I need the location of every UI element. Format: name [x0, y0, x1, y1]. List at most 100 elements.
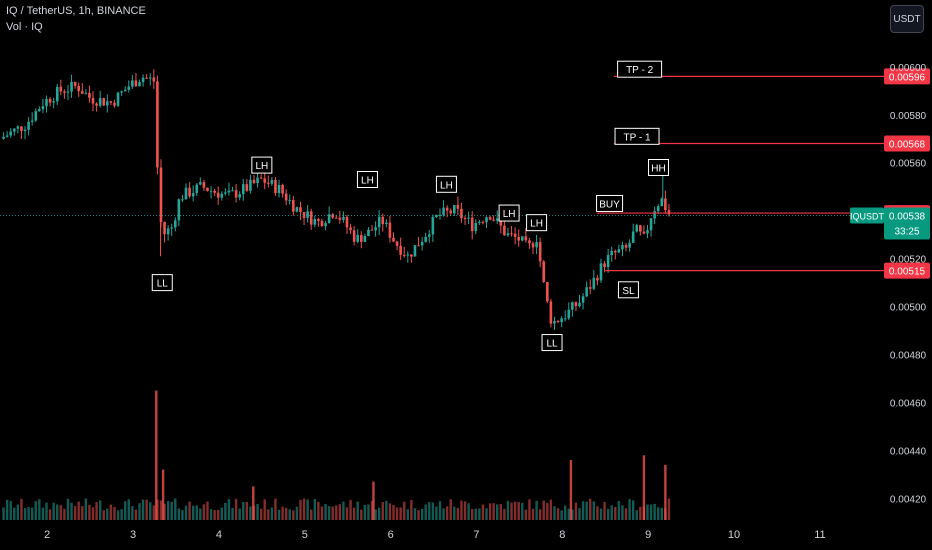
volume-bar [70, 502, 73, 520]
volume-bar [564, 505, 567, 520]
candle-body [95, 103, 98, 106]
countdown-label: 33:25 [894, 226, 919, 237]
candle-body [392, 237, 395, 242]
volume-bar [635, 510, 638, 520]
level-price-label: 0.00568 [889, 140, 926, 151]
volume-bar [631, 500, 635, 520]
candle-body [456, 204, 460, 209]
volume-bar [546, 502, 549, 520]
candle-body [34, 111, 38, 121]
volume-bar [213, 510, 216, 520]
candle-body [188, 187, 191, 197]
annotation-box: LH [498, 204, 520, 222]
candle-body [88, 92, 91, 98]
candle-body [363, 235, 367, 242]
volume-bar [413, 508, 417, 520]
candle-body [299, 207, 302, 213]
volume-bar [73, 506, 77, 520]
candle-body [163, 222, 166, 235]
annotation-frame [617, 60, 663, 78]
candle-body [535, 242, 538, 248]
candle-body [220, 193, 224, 198]
candle-body [73, 81, 77, 86]
volume-bar [302, 498, 306, 520]
volume-bar [109, 504, 113, 520]
annotation-frame [435, 175, 457, 193]
volume-bar [646, 504, 649, 520]
candle-body [109, 101, 113, 103]
volume-bar [360, 509, 363, 520]
volume-bar [660, 507, 663, 520]
volume-bar [624, 508, 628, 520]
volume-bar [614, 506, 617, 520]
candle-body [102, 98, 106, 106]
candle-body [596, 277, 599, 281]
candle-body [166, 228, 170, 235]
candle-body [624, 245, 628, 248]
price-levels: 0.005960.005680.005390.00515IQUSDT0.0053… [0, 68, 930, 279]
volume-bar [127, 499, 130, 520]
candle-body [520, 236, 524, 241]
candle-body [66, 91, 70, 93]
volume-bar [331, 506, 334, 520]
candle-body [13, 128, 16, 132]
candle-body [467, 217, 470, 219]
volume-bar [9, 501, 12, 520]
candle-body [23, 129, 27, 132]
candle-body [567, 309, 571, 319]
volume-bar [288, 509, 291, 520]
volume-bar [13, 507, 16, 520]
volume-bar [102, 510, 105, 520]
volume-bar [2, 507, 5, 520]
candle-body [581, 296, 585, 303]
candle-body [553, 321, 556, 324]
candle-body [238, 194, 241, 198]
volume-bar [281, 506, 284, 520]
volume-bar [295, 506, 299, 520]
volume-bar [392, 505, 395, 520]
volume-bar [664, 464, 667, 520]
volume-bar [585, 501, 588, 520]
volume-bar [478, 508, 481, 520]
volume-bar [238, 508, 241, 520]
volume-bar [578, 508, 581, 520]
candle-body [538, 242, 542, 262]
candle-body [367, 229, 370, 236]
volume-bar [56, 504, 59, 520]
candle-body [20, 126, 23, 132]
volume-bar [313, 499, 316, 520]
volume-bar [217, 510, 220, 520]
volume-bar [510, 502, 513, 520]
volume-bar [542, 500, 545, 520]
volume-bar [460, 500, 463, 520]
candle-body [506, 233, 510, 236]
candle-body [48, 98, 52, 103]
candle-body [141, 77, 145, 83]
candle-body [63, 91, 66, 93]
candle-body [173, 220, 177, 228]
candle-body [295, 207, 299, 212]
volume-bar [113, 506, 116, 520]
volume-bar [299, 499, 302, 520]
volume-bar [20, 498, 23, 520]
currency-button[interactable]: USDT [890, 5, 924, 33]
candle-body [52, 101, 55, 103]
candle-body [249, 179, 252, 191]
candle-body [485, 217, 488, 223]
level-price-tag [884, 68, 930, 85]
candle-body [213, 190, 216, 193]
y-tick-label: 0.00600 [890, 63, 927, 74]
candle-body [402, 254, 406, 256]
candle-body [481, 221, 485, 223]
candle-body [542, 261, 546, 282]
volume-bar [174, 498, 177, 520]
volume-bar [363, 505, 367, 520]
volume-bar [535, 500, 538, 520]
annotation-frame [151, 274, 173, 292]
candle-body [256, 177, 259, 184]
y-tick-label: 0.00500 [890, 303, 927, 314]
candle-body [45, 98, 48, 107]
candle-body [478, 221, 481, 223]
candle-body [410, 254, 413, 257]
